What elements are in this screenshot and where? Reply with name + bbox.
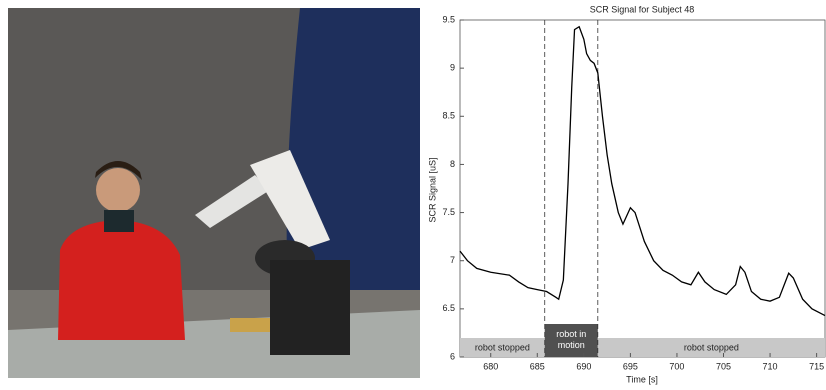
plot-area [459,19,826,358]
block [230,318,270,332]
region [544,324,598,357]
y-tick-label: 6.5 [442,303,455,313]
collar [104,210,134,232]
robot-base [270,260,350,355]
x-tick-label: 700 [669,361,684,371]
x-tick-label: 680 [483,361,498,371]
person [58,220,185,340]
y-tick-label: 7 [450,255,455,265]
robot-forearm [195,175,270,228]
region [460,338,545,357]
head [96,168,140,212]
x-tick-label: 705 [716,361,731,371]
robot-upper-arm [250,150,330,250]
y-tick-label: 6 [450,351,455,361]
y-tick-label: 9.5 [442,14,455,24]
x-tick-label: 685 [530,361,545,371]
y-tick-label: 9 [450,63,455,73]
y-axis-label: SCR Signal [uS] [427,157,437,222]
y-tick-label: 7.5 [442,207,455,217]
region-label: robot stopped [684,342,739,352]
region [597,338,825,357]
x-tick-label: 690 [576,361,591,371]
y-tick-label: 8 [450,159,455,169]
signal-line [459,25,826,317]
chart: SCR Signal for Subject 48 Time [s] SCR S… [427,4,694,384]
hair [95,161,142,180]
x-tick-label: 695 [623,361,638,371]
y-tick-label: 8.5 [442,111,455,121]
chart-title: SCR Signal for Subject 48 [590,4,695,14]
x-tick-label: 710 [763,361,778,371]
region-label: robot in motion [556,329,586,350]
region-label: robot stopped [475,342,530,352]
photo [8,8,420,378]
x-tick-label: 715 [809,361,824,371]
x-axis-label: Time [s] [626,374,658,384]
